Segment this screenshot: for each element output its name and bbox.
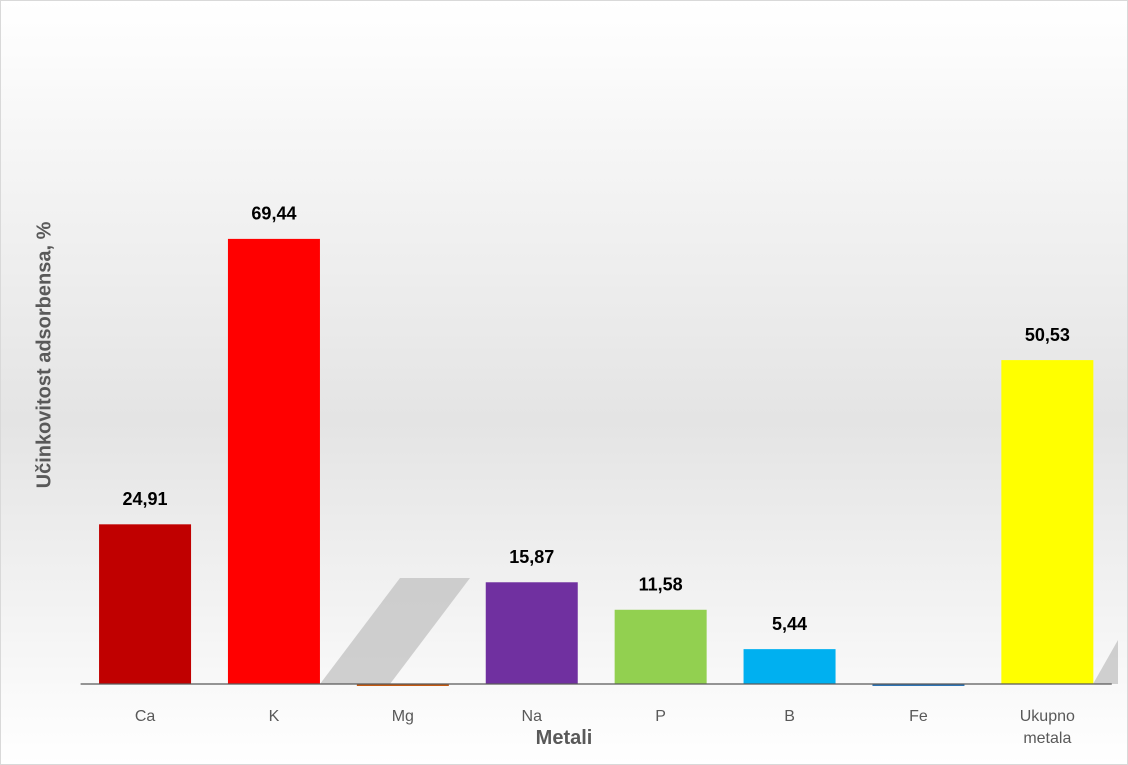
shadow [320,578,470,684]
x-tick-label: K [268,708,280,725]
x-tick-label: B [784,708,795,725]
y-axis-title: Učinkovitost adsorbensa, % [33,221,55,488]
x-tick-label: Na [521,708,542,725]
data-label: 15,87 [509,547,554,567]
x-tick-label: Ca [134,708,156,725]
x-tick-label: P [655,708,666,725]
bar [872,684,965,686]
data-label: 69,44 [251,204,296,224]
bar [485,582,578,684]
bar [614,609,707,684]
x-axis-title: Metali [535,727,593,749]
data-label: 50,53 [1025,325,1070,345]
bar [227,238,320,685]
x-tick-label: Fe [909,708,928,725]
bar [356,684,449,686]
data-label: 5,44 [772,614,807,634]
bar [743,649,836,684]
plot: 24,91 69,44 15,87 11,58 5,44 50,53 [80,204,1112,686]
data-label: 11,58 [639,575,683,595]
data-label: 24,91 [123,489,168,509]
x-tick-label: Ukupno metala [1019,708,1075,747]
x-tick-label: Mg [391,708,414,725]
bar [1001,360,1094,684]
bar [99,524,192,684]
shadow [1093,640,1118,684]
